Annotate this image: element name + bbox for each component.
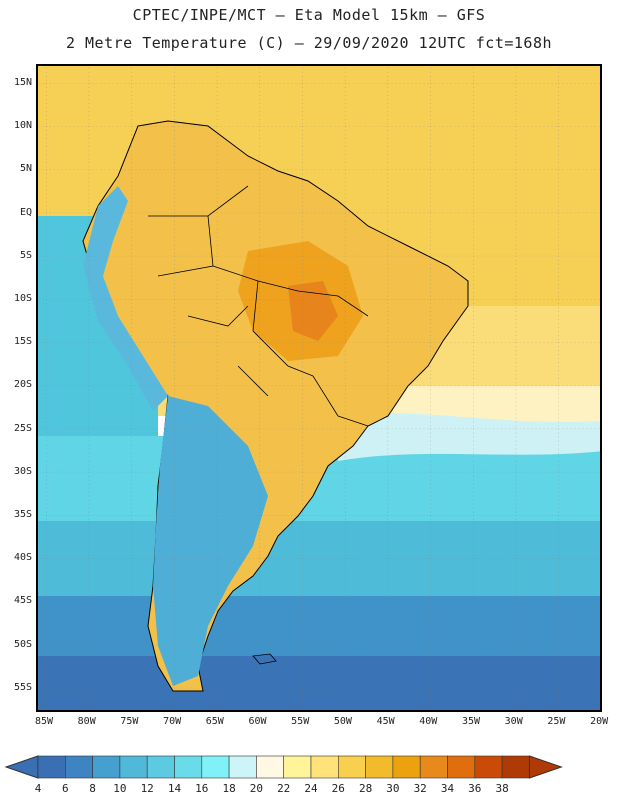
colorbar-swatch [474, 755, 503, 779]
latitude-label: 5N [19, 163, 32, 175]
colorbar-level-label: 28 [358, 782, 373, 795]
colorbar-swatch [283, 755, 312, 779]
latitude-label: 50S [13, 638, 32, 650]
colorbar-level-label: 26 [331, 782, 345, 795]
map-title-line2: 2 Metre Temperature (C) – 29/09/2020 12U… [65, 34, 553, 52]
colorbar-level-label: 24 [304, 782, 318, 795]
latitude-label: 5S [19, 249, 32, 261]
latitude-label: 20S [13, 379, 32, 391]
colorbar-swatch [447, 755, 476, 779]
colorbar-level-label: 30 [386, 782, 400, 795]
latitude-label: 45S [13, 595, 32, 607]
colorbar-swatch [228, 755, 257, 779]
latitude-label: 10S [13, 293, 32, 304]
longitude-label: 70W [163, 716, 182, 727]
colorbar-level-label: 10 [113, 782, 127, 795]
longitude-label: 85W [34, 716, 54, 727]
colorbar-swatch [37, 755, 66, 779]
temperature-map [36, 64, 602, 712]
colorbar-swatch [146, 755, 175, 779]
colorbar-level-label: 32 [413, 782, 427, 795]
longitude-label: 50W [333, 716, 352, 727]
colorbar-swatch [65, 755, 93, 779]
colorbar-level-label: 34 [440, 782, 455, 795]
colorbar-level-label: 38 [495, 782, 509, 795]
colorbar-level-label: 8 [89, 782, 96, 795]
latitude-label: 25S [13, 422, 32, 434]
colorbar-level-label: 16 [195, 782, 209, 795]
colorbar-level-label: 18 [222, 782, 236, 795]
colorbar-level-label: 14 [167, 782, 182, 795]
longitude-label: 30W [504, 716, 523, 727]
colorbar-swatch [501, 755, 530, 779]
longitude-label: 75W [120, 716, 139, 727]
longitude-label: 40W [419, 716, 438, 727]
longitude-label: 20W [590, 716, 609, 727]
colorbar-level-label: 4 [34, 782, 42, 795]
colorbar-swatch [337, 755, 366, 779]
longitude-label: 25W [547, 716, 566, 727]
colorbar-right-arrow [528, 755, 563, 779]
colorbar-level-label: 6 [61, 782, 69, 795]
colorbar-swatch [392, 755, 421, 779]
colorbar-swatch [419, 755, 448, 779]
latitude-label: 40S [13, 552, 32, 564]
colorbar-level-label: 20 [249, 782, 264, 795]
latitude-label: 10N [13, 120, 32, 132]
longitude-label: 60W [248, 716, 267, 727]
colorbar-level-label: 12 [140, 782, 154, 795]
temperature-colorbar [4, 755, 563, 779]
colorbar-swatch [174, 755, 203, 779]
latitude-label: 55S [13, 681, 32, 693]
colorbar-swatch [201, 755, 230, 779]
longitude-label: 80W [77, 716, 96, 727]
longitude-label: 35W [461, 716, 481, 727]
colorbar-swatch [310, 755, 339, 779]
colorbar-swatch [256, 755, 284, 779]
latitude-label: 15S [13, 336, 32, 348]
colorbar-swatch [365, 755, 394, 779]
longitude-label: 65W [205, 716, 224, 727]
colorbar-left-arrow [4, 755, 39, 779]
latitude-label: 35S [13, 509, 32, 520]
map-canvas [38, 66, 600, 710]
longitude-label: 55W [291, 716, 310, 727]
map-title-line1: CPTEC/INPE/MCT – Eta Model 15km – GFS [132, 6, 486, 24]
colorbar-swatch [92, 755, 121, 779]
colorbar-level-label: 36 [468, 782, 482, 795]
colorbar-swatch [119, 755, 148, 779]
latitude-label: 15N [13, 77, 32, 88]
latitude-label: EQ [19, 206, 32, 218]
longitude-label: 45W [376, 716, 395, 727]
colorbar-level-label: 22 [277, 782, 291, 795]
latitude-label: 30S [13, 465, 32, 477]
